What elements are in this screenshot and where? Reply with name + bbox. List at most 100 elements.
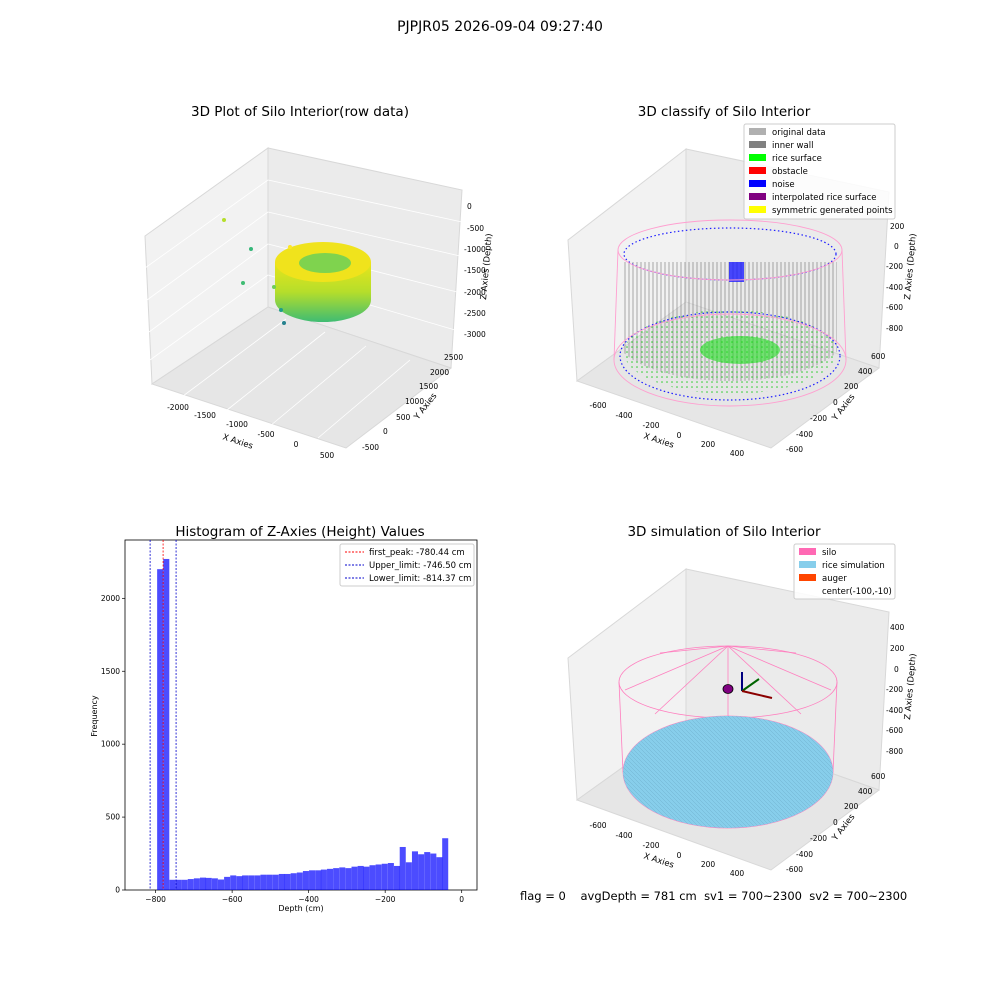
raw-ytick: 1500: [419, 382, 438, 391]
classify-xlabel: X Axies: [642, 431, 675, 450]
figure-suptitle: PJPJR05 2026-09-04 09:27:40: [397, 19, 603, 35]
hist-bar: [254, 875, 261, 890]
hist-bar: [351, 866, 358, 890]
hist-bar: [424, 852, 431, 890]
hist-bar: [193, 878, 200, 890]
hist-bar: [169, 879, 176, 890]
hist-bar: [357, 865, 364, 890]
legend-swatch-sym: [749, 206, 766, 213]
sim-ytick: -400: [796, 850, 813, 859]
status-footer: flag = 0 avgDepth = 781 cm sv1 = 700~230…: [520, 889, 907, 903]
classify-xtick: 400: [730, 449, 745, 458]
raw-noise-point: [282, 321, 286, 325]
flag-readout: flag = 0: [520, 889, 566, 903]
hist-bar: [381, 863, 388, 890]
silo-rib: [659, 645, 729, 654]
panel-raw-title: 3D Plot of Silo Interior(row data): [191, 104, 409, 120]
hist-ytick-label: 1000: [101, 740, 120, 749]
legend-swatch-noise: [749, 180, 766, 187]
hist-bar: [309, 870, 316, 890]
classify-ztick: 0: [894, 242, 899, 251]
sim-xtick: -400: [615, 831, 632, 840]
auger-axis-y: [741, 678, 760, 692]
classify-xtick: -600: [589, 401, 606, 410]
raw-ztick: -3000: [464, 330, 486, 339]
raw-xtick: -500: [257, 430, 274, 439]
raw-xtick: 500: [320, 451, 335, 460]
legend-frame: [743, 123, 896, 220]
classify-ztick: -200: [886, 262, 903, 271]
legend-label: original data: [772, 128, 826, 138]
hist-bar: [296, 872, 303, 890]
raw-zlabel: Z Axies (Depth): [479, 233, 495, 300]
classify-ytick: -600: [786, 445, 803, 454]
silo-rib: [727, 645, 832, 691]
noise-ring-bottom: [619, 311, 841, 401]
sim-ytick: 0: [833, 818, 838, 827]
silo-rib: [727, 645, 797, 654]
hist-bar: [284, 873, 291, 890]
hist-bar: [320, 869, 327, 890]
hist-xtick-label: −600: [222, 895, 243, 904]
auger: [722, 684, 734, 694]
raw-xlabel: X Axies: [221, 432, 254, 451]
hist-bar: [387, 863, 394, 890]
sim-xtick: -200: [642, 841, 659, 850]
sim-ytick: -200: [810, 834, 827, 843]
hist-bar: [327, 868, 334, 890]
raw-ztick: -500: [467, 224, 484, 233]
raw-ylabel: Y Axies: [412, 391, 440, 423]
classify-ztick: -600: [886, 303, 903, 312]
hist-bar: [199, 877, 207, 890]
legend-frame: [793, 543, 896, 600]
auger-axes-glyph: [722, 672, 773, 699]
legend-label: rice surface: [772, 154, 822, 164]
legend-label: symmetric generated points: [772, 206, 893, 216]
hist-xlabel: Depth (cm): [278, 904, 323, 913]
raw-ztick: -1000: [464, 245, 486, 254]
hist-bars: [157, 558, 449, 890]
hist-bar: [436, 857, 443, 890]
sim-ztick: -400: [886, 706, 903, 715]
hist-plot-area: [124, 539, 478, 891]
legend-label: first_peak: -780.44 cm: [369, 548, 465, 558]
sim-ytick: 200: [844, 802, 859, 811]
raw-xtick: 0: [294, 440, 299, 449]
hist-bar: [175, 879, 182, 890]
legend-label: silo: [822, 548, 836, 558]
sim-zlabel: Z Axies (Depth): [903, 653, 919, 720]
silo-outline-side: [841, 249, 847, 361]
sv2-readout: sv2 = 700~2300: [809, 889, 908, 903]
raw-ztick: -1500: [464, 266, 486, 275]
noise-cluster: [729, 262, 744, 282]
rice-surface-core: [700, 336, 780, 364]
hist-bar: [369, 865, 376, 890]
hist-xtick-label: −200: [375, 895, 396, 904]
hist-bar: [236, 876, 243, 890]
hist-bar: [211, 878, 218, 890]
hist-bar: [163, 558, 170, 890]
hist-ytick-label: 2000: [101, 594, 120, 603]
sim-ztick: -600: [886, 726, 903, 735]
raw-xtick: -1000: [226, 420, 248, 429]
sim-ztick: 400: [890, 623, 905, 632]
sim-ztick: -200: [886, 685, 903, 694]
legend-label: interpolated rice surface: [772, 193, 877, 203]
classify-ytick: 600: [871, 352, 886, 361]
legend-label: center(-100,-10): [822, 587, 892, 597]
silo-rib: [727, 645, 802, 715]
avg-depth-readout: avgDepth = 781 cm: [580, 889, 697, 903]
hist-bar: [260, 874, 267, 890]
raw-ztick: -2500: [464, 309, 486, 318]
hist-bar: [430, 853, 437, 890]
raw-noise-point: [288, 245, 292, 249]
pane-floor: [150, 306, 453, 449]
raw-ring-hole: [299, 253, 351, 273]
classify-ztick: 200: [890, 222, 905, 231]
hist-bar: [418, 854, 425, 890]
sim-ytick: 400: [858, 787, 873, 796]
sim-ztick: -800: [886, 747, 903, 756]
sv1-readout: sv1 = 700~2300: [704, 889, 802, 903]
hist-ref-lines: [149, 540, 177, 890]
